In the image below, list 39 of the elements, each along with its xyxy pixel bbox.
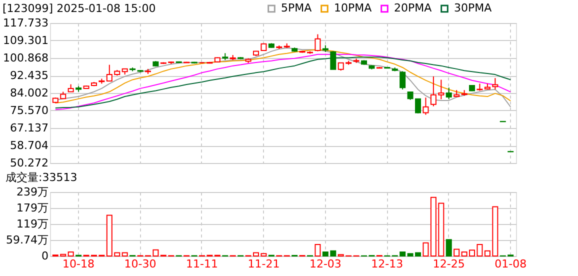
y-tick-label: 109.301	[3, 34, 48, 47]
bar	[68, 251, 74, 256]
bar	[446, 239, 452, 256]
x-tick-label: 12-03	[309, 258, 342, 270]
chart-title: [123099] 2025-01-08 15:00	[2, 2, 156, 15]
y-tick-label: 92.435	[10, 69, 48, 82]
legend-label: 30PMA	[454, 2, 492, 15]
y-tick-label: 59.74万	[6, 234, 48, 246]
candlestick	[422, 97, 429, 116]
y-tick-label: 100.868	[3, 52, 48, 64]
y-tick-label: 84.002	[10, 86, 48, 100]
x-tick-label: 11-21	[248, 258, 280, 270]
chart-title: 成交量:33513	[6, 171, 78, 184]
y-tick-label: 117.733	[3, 16, 48, 30]
candlestick	[314, 34, 321, 52]
y-tick-label: 58.704	[10, 139, 48, 152]
bar	[314, 244, 321, 256]
y-tick-label: 179万	[16, 202, 48, 214]
candlestick	[330, 50, 336, 70]
legend-label: 10PMA	[334, 2, 372, 15]
y-tick-label: 75.570	[10, 104, 48, 117]
x-tick-label: 12-25	[432, 258, 465, 270]
legend-label: 20PMA	[394, 2, 432, 15]
x-tick-label: 10-18	[62, 258, 95, 270]
y-tick-label: 239万	[16, 186, 48, 198]
bar	[454, 248, 460, 256]
legend-label: 5PMA	[281, 2, 312, 15]
y-tick-label: 67.137	[10, 122, 48, 134]
y-tick-label: 50.272	[10, 156, 48, 170]
bar	[422, 242, 429, 256]
y-tick-label: 119万	[16, 218, 48, 230]
y-tick-label: 0	[42, 250, 48, 262]
candlestick	[400, 70, 406, 90]
bar	[122, 252, 128, 256]
x-tick-label: 12-13	[371, 258, 404, 270]
x-tick-label: 11-11	[186, 258, 218, 270]
x-tick-label: 10-30	[124, 258, 156, 270]
candlestick	[446, 87, 452, 100]
x-tick-label: 01-08	[494, 258, 527, 270]
